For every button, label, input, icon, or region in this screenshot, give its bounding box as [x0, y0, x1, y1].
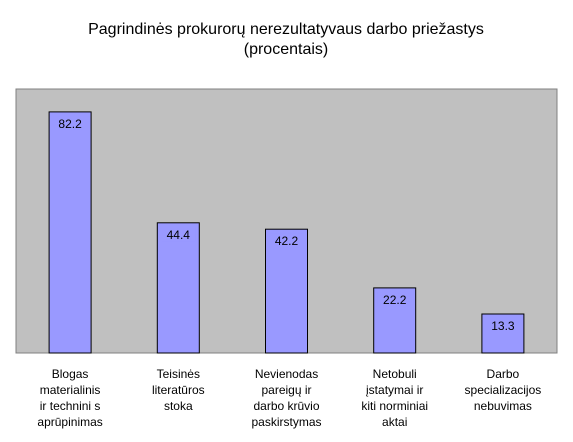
chart-title: Pagrindinės prokurorų nerezultatyvaus da…: [88, 21, 484, 38]
category-label: aprūpinimas: [37, 415, 102, 429]
category-label: materialinis: [40, 383, 101, 397]
category-label: darbo krūvio: [253, 399, 319, 413]
chart-title-group: Pagrindinės prokurorų nerezultatyvaus da…: [88, 21, 484, 58]
data-label: 22.2: [383, 293, 407, 307]
chart-subtitle: (procentais): [244, 41, 328, 58]
data-label: 13.3: [491, 319, 515, 333]
data-label-box: [269, 233, 304, 249]
bar: [265, 228, 308, 354]
category-label: Teisinės: [157, 367, 200, 381]
category-label: stoka: [164, 399, 193, 413]
category-label: pareigų ir: [261, 383, 311, 397]
data-label-box: [377, 291, 412, 307]
category-label: Nevienodas: [255, 367, 318, 381]
data-label-box: [485, 318, 520, 333]
category-label: Netobuli: [373, 367, 417, 381]
category-label: aktai: [382, 415, 407, 429]
data-label-box: [53, 115, 88, 131]
bar: [48, 111, 92, 354]
category-label: įstatymai ir: [366, 383, 423, 397]
data-label-box: [161, 226, 196, 242]
data-label: 44.4: [167, 228, 191, 242]
category-label: ir technini s: [40, 399, 101, 413]
data-label-group: 82.2 44.4 42.2 22.2 13.3: [53, 115, 520, 333]
category-label: paskirstymas: [251, 415, 321, 429]
bar: [156, 222, 200, 354]
category-label-group: Blogas materialinis ir technini s aprūpinim…: [37, 367, 541, 429]
data-label: 82.2: [58, 117, 82, 131]
category-label: nebuvimas: [474, 399, 532, 413]
category-label: kiti norminiai: [361, 399, 428, 413]
data-label: 42.2: [275, 234, 299, 248]
category-label: specializacijos: [465, 383, 542, 397]
category-label: Blogas: [52, 367, 89, 381]
category-label: Darbo: [487, 367, 520, 381]
category-label: literatūros: [152, 383, 205, 397]
